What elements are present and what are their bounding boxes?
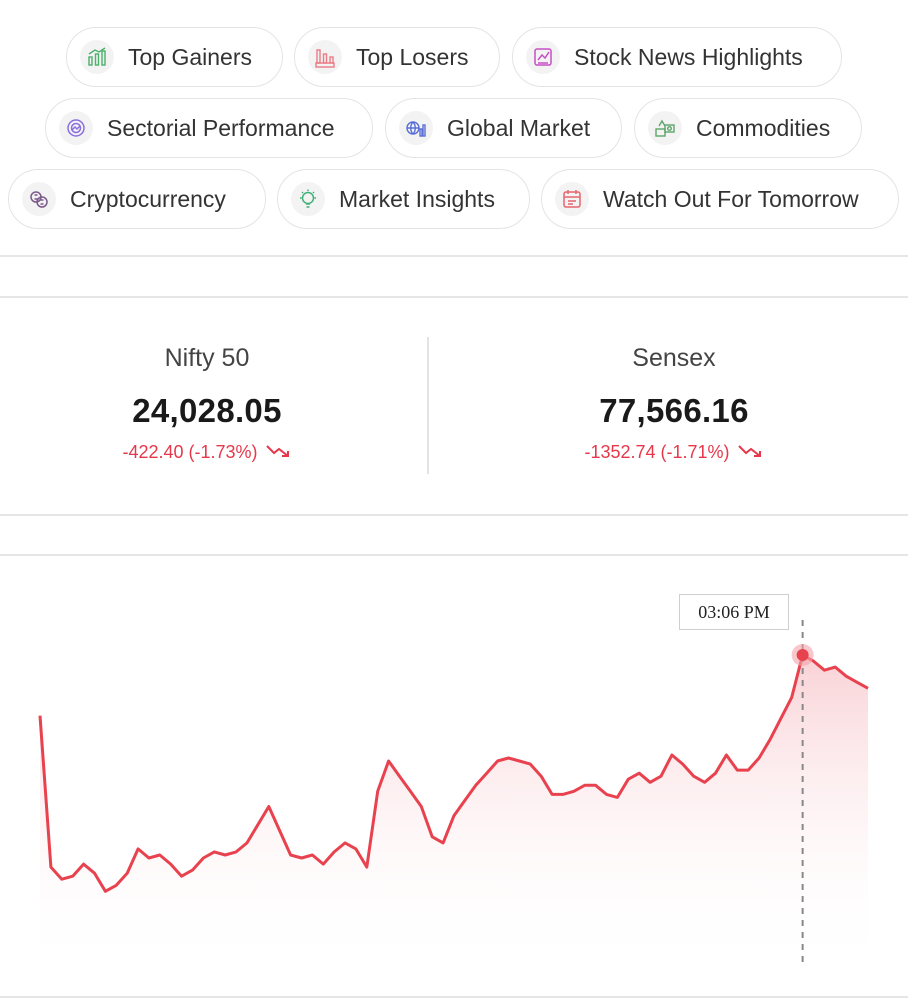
chip-label: Commodities — [696, 114, 831, 141]
intraday-chart[interactable] — [0, 560, 908, 980]
index-separator — [427, 337, 429, 474]
trend-down-icon — [737, 442, 764, 463]
index-value: 77,566.16 — [599, 392, 749, 429]
divider — [0, 554, 908, 556]
stock-news-icon — [526, 40, 560, 74]
top-gainers-icon — [80, 40, 114, 74]
chip-label: Global Market — [447, 114, 591, 141]
index-change: -422.40 (-1.73%) — [0, 442, 417, 463]
index-name: Nifty 50 — [164, 344, 250, 372]
index-value: 24,028.05 — [132, 392, 282, 429]
watch-out-icon — [555, 182, 589, 216]
chart-hover-point — [796, 649, 809, 661]
chip-label: Top Losers — [356, 43, 469, 70]
chip-top-gainers[interactable]: Top Gainers — [66, 27, 283, 87]
commodities-icon — [648, 111, 682, 145]
chip-sectorial-performance[interactable]: Sectorial Performance — [45, 98, 373, 158]
chart-area-fill — [40, 655, 868, 970]
chip-label: Cryptocurrency — [70, 185, 226, 212]
chip-label: Watch Out For Tomorrow — [603, 185, 859, 212]
divider — [0, 296, 908, 298]
chip-stock-news-highlights[interactable]: Stock News Highlights — [512, 27, 842, 87]
index-name: Sensex — [632, 344, 716, 372]
divider — [0, 996, 908, 998]
divider — [0, 255, 908, 257]
index-change: -1352.74 (-1.71%) — [464, 442, 884, 463]
chip-commodities[interactable]: Commodities — [634, 98, 862, 158]
chip-market-insights[interactable]: Market Insights — [277, 169, 530, 229]
chart-tooltip: 03:06 PM — [679, 594, 789, 630]
chip-label: Top Gainers — [128, 43, 253, 70]
index-card-sensex[interactable]: Sensex 77,566.16 -1352.74 (-1.71%) — [464, 338, 884, 463]
chip-cryptocurrency[interactable]: Cryptocurrency — [8, 169, 266, 229]
change-text: -1352.74 (-1.71%) — [584, 442, 730, 462]
market-insights-icon — [291, 182, 325, 216]
chart-series-line — [38, 653, 869, 893]
index-card-nifty[interactable]: Nifty 50 24,028.05 -422.40 (-1.73%) — [0, 338, 417, 463]
chip-label: Sectorial Performance — [107, 114, 335, 141]
global-market-icon — [399, 111, 433, 145]
chip-label: Stock News Highlights — [574, 43, 803, 70]
divider — [0, 514, 908, 516]
sectorial-performance-icon — [59, 111, 93, 145]
chip-global-market[interactable]: Global Market — [385, 98, 622, 158]
chip-top-losers[interactable]: Top Losers — [294, 27, 500, 87]
cryptocurrency-icon — [22, 182, 56, 216]
change-text: -422.40 (-1.73%) — [122, 442, 258, 462]
trend-down-icon — [265, 442, 292, 463]
chip-label: Market Insights — [339, 185, 495, 212]
chip-watch-out-for-tomorrow[interactable]: Watch Out For Tomorrow — [541, 169, 899, 229]
top-losers-icon — [308, 40, 342, 74]
